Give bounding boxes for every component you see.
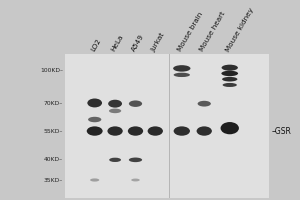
Ellipse shape [222, 65, 238, 71]
Text: HeLa: HeLa [110, 34, 124, 53]
Text: LO2: LO2 [89, 38, 102, 53]
Ellipse shape [174, 126, 190, 136]
Ellipse shape [109, 109, 121, 113]
Ellipse shape [87, 126, 103, 136]
Text: 35KD–: 35KD– [44, 178, 63, 182]
Ellipse shape [221, 71, 238, 76]
Ellipse shape [131, 179, 140, 181]
Text: 55KD–: 55KD– [44, 129, 63, 134]
Ellipse shape [174, 73, 190, 77]
Text: Jurkat: Jurkat [150, 32, 166, 53]
Ellipse shape [128, 126, 143, 136]
Ellipse shape [88, 117, 101, 122]
Text: Mouse kidney: Mouse kidney [224, 7, 255, 53]
Ellipse shape [198, 101, 211, 107]
Ellipse shape [107, 126, 123, 136]
Ellipse shape [129, 100, 142, 107]
Ellipse shape [90, 178, 99, 182]
Ellipse shape [129, 158, 142, 162]
Ellipse shape [87, 98, 102, 107]
Text: 40KD–: 40KD– [44, 157, 63, 162]
Text: A549: A549 [130, 34, 145, 53]
Text: Mouse brain: Mouse brain [177, 12, 204, 53]
Text: –GSR: –GSR [272, 127, 291, 136]
Ellipse shape [148, 126, 163, 136]
Text: Mouse heart: Mouse heart [199, 11, 227, 53]
Ellipse shape [108, 100, 122, 108]
Ellipse shape [220, 122, 239, 134]
Text: 70KD–: 70KD– [44, 101, 63, 106]
Ellipse shape [109, 158, 121, 162]
Ellipse shape [223, 83, 237, 87]
Text: 100KD–: 100KD– [40, 68, 63, 73]
Ellipse shape [222, 77, 237, 82]
Ellipse shape [173, 65, 190, 72]
Ellipse shape [196, 126, 212, 136]
